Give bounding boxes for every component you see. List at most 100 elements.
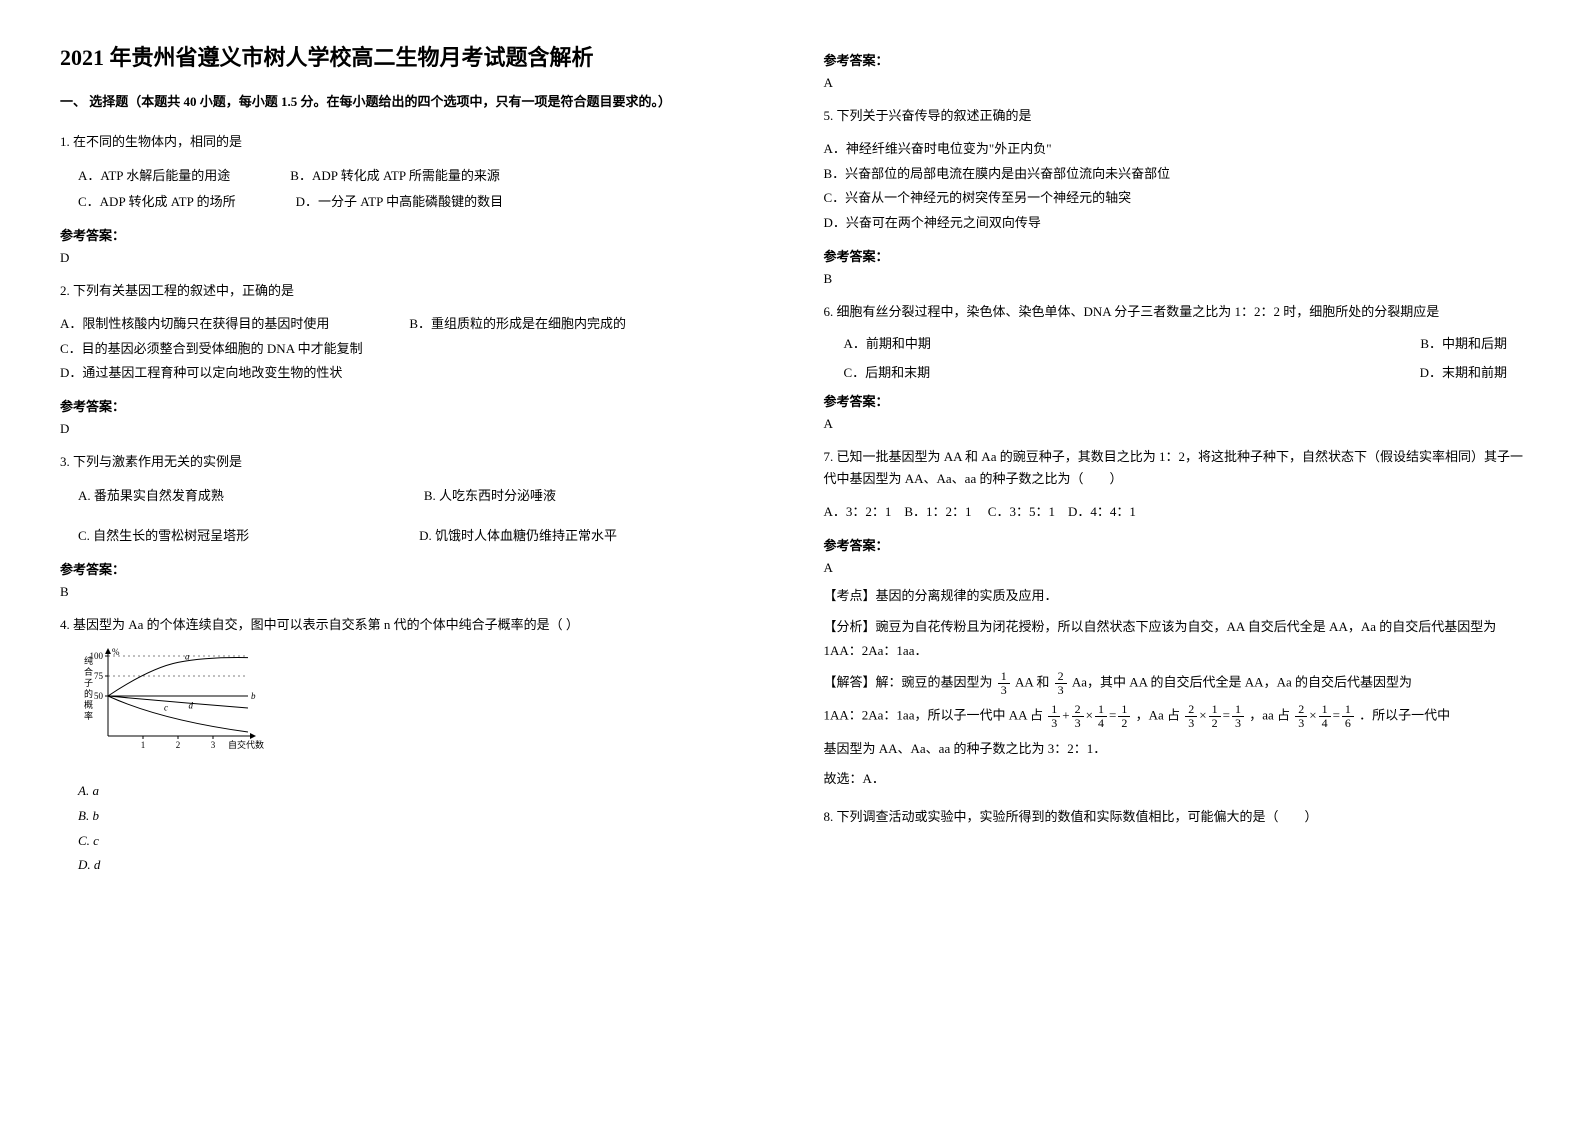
svg-text:d: d: [189, 701, 194, 711]
q3-options: A. 番茄果实自然发育成熟 B. 人吃东西时分泌唾液 C. 自然生长的雪松树冠呈…: [78, 483, 764, 549]
svg-text:子: 子: [84, 678, 93, 688]
q7-jieda-3: 基因型为 AA、Aa、aa 的种子数之比为 3：2：1．: [824, 737, 1528, 762]
q6-opt-b: B．中期和后期: [1420, 333, 1507, 352]
q7-jieda-2: 1AA：2Aa：1aa，所以子一代中 AA 占 13+23×14=12 ，Aa …: [824, 703, 1528, 730]
q1-opt-d: D．一分子 ATP 中高能磷酸键的数目: [296, 189, 504, 215]
q5-opt-d: D．兴奋可在两个神经元之间双向传导: [824, 211, 1528, 236]
frac-1-3b: 13: [1048, 703, 1060, 730]
q6-answer: A: [824, 416, 1528, 432]
q7-jd1-pre: 【解答】解：豌豆的基因型为: [824, 675, 993, 690]
frac-1-4: 14: [1095, 703, 1107, 730]
svg-text:50: 50: [94, 691, 104, 701]
q4-opt-d: D. d: [78, 857, 100, 872]
q6-options-row1: A．前期和中期 B．中期和后期: [844, 333, 1508, 352]
q6-opt-d: D．末期和前期: [1420, 362, 1507, 381]
frac-1-2: 12: [1118, 703, 1130, 730]
q5-opt-a: A．神经纤维兴奋时电位变为"外正内负": [824, 137, 1528, 162]
q6-stem: 6. 细胞有丝分裂过程中，染色体、染色单体、DNA 分子三者数量之比为 1：2：…: [824, 301, 1528, 323]
svg-text:的: 的: [84, 688, 93, 699]
svg-text:合: 合: [84, 666, 93, 677]
q1-opt-a: A．ATP 水解后能量的用途: [78, 163, 230, 189]
q7-fenxi: 【分析】豌豆为自花传粉且为闭花授粉，所以自然状态下应该为自交，AA 自交后代全是…: [824, 615, 1528, 664]
q7-kaodian: 【考点】基因的分离规律的实质及应用．: [824, 584, 1528, 609]
q7-jd2-mid1: ，Aa 占: [1136, 708, 1180, 723]
q4-answer: A: [824, 75, 1528, 91]
q6-opt-c: C．后期和末期: [844, 362, 931, 381]
q3-answer: B: [60, 584, 764, 600]
q7-jd2-mid2: ，aa 占: [1249, 708, 1290, 723]
svg-text:1: 1: [141, 740, 146, 750]
q1-stem: 1. 在不同的生物体内，相同的是: [60, 131, 764, 153]
doc-title: 2021 年贵州省遵义市树人学校高二生物月考试题含解析: [60, 40, 764, 72]
q4-stem: 4. 基因型为 Aa 的个体连续自交，图中可以表示自交系第 n 代的个体中纯合子…: [60, 614, 764, 636]
answer-label: 参考答案：: [824, 50, 1528, 69]
left-column: 2021 年贵州省遵义市树人学校高二生物月考试题含解析 一、 选择题（本题共 4…: [60, 40, 764, 878]
right-column: 参考答案： A 5. 下列关于兴奋传导的叙述正确的是 A．神经纤维兴奋时电位变为…: [824, 40, 1528, 878]
q7-jd2-pre: 1AA：2Aa：1aa，所以子一代中 AA 占: [824, 708, 1044, 723]
q4-opt-a: A. a: [78, 783, 99, 798]
frac-1-3: 13: [998, 670, 1010, 697]
answer-label: 参考答案：: [824, 246, 1528, 265]
q4-opt-b: B. b: [78, 808, 99, 823]
q3-opt-a: A. 番茄果实自然发育成熟: [78, 483, 224, 509]
svg-text:a: a: [185, 652, 190, 662]
q4-opt-c: C. c: [78, 833, 99, 848]
frac-1-6: 16: [1342, 703, 1354, 730]
svg-text:率: 率: [84, 710, 93, 721]
q7-jd1-mid1: AA 和: [1015, 675, 1049, 690]
q7-jd2-post: ．所以子一代中: [1359, 708, 1450, 723]
q5-opt-c: C．兴奋从一个神经元的树突传至另一个神经元的轴突: [824, 186, 1528, 211]
q3-stem: 3. 下列与激素作用无关的实例是: [60, 451, 764, 473]
q2-answer: D: [60, 421, 764, 437]
q2-opt-c: C．目的基因必须整合到受体细胞的 DNA 中才能复制: [60, 337, 764, 362]
q1-options: A．ATP 水解后能量的用途 B．ADP 转化成 ATP 所需能量的来源 C．A…: [78, 163, 764, 215]
svg-text:b: b: [251, 691, 256, 701]
frac-2-3c: 23: [1185, 703, 1197, 730]
q5-options: A．神经纤维兴奋时电位变为"外正内负" B．兴奋部位的局部电流在膜内是由兴奋部位…: [824, 137, 1528, 236]
svg-text:75: 75: [94, 671, 104, 681]
q2-opt-b: B．重组质粒的形成是在细胞内完成的: [409, 312, 626, 337]
q4-options: A. a B. b C. c D. d: [78, 779, 764, 878]
svg-text:c: c: [164, 703, 168, 713]
svg-text:2: 2: [176, 740, 181, 750]
frac-1-2b: 12: [1209, 703, 1221, 730]
svg-text:自交代数: 自交代数: [228, 739, 264, 750]
q4-chart-svg: 5075100123纯合子的概率%自交代数abcd: [78, 646, 288, 766]
svg-text:%: %: [112, 647, 120, 657]
q5-opt-b: B．兴奋部位的局部电流在膜内是由兴奋部位流向未兴奋部位: [824, 162, 1528, 187]
frac-2-3d: 23: [1295, 703, 1307, 730]
answer-label: 参考答案：: [824, 391, 1528, 410]
q2-stem: 2. 下列有关基因工程的叙述中，正确的是: [60, 280, 764, 302]
svg-text:3: 3: [211, 740, 216, 750]
q3-opt-b: B. 人吃东西时分泌唾液: [424, 483, 556, 509]
q8-stem: 8. 下列调查活动或实验中，实验所得到的数值和实际数值相比，可能偏大的是（ ）: [824, 806, 1528, 828]
q7-jd1-mid2: Aa，其中 AA 的自交后代全是 AA，Aa 的自交后代基因型为: [1072, 675, 1412, 690]
q1-opt-c: C．ADP 转化成 ATP 的场所: [78, 189, 236, 215]
frac-2-3: 23: [1055, 670, 1067, 697]
svg-text:概: 概: [84, 699, 93, 710]
q2-opt-a: A．限制性核酸内切酶只在获得目的基因时使用: [60, 312, 329, 337]
q3-opt-c: C. 自然生长的雪松树冠呈塔形: [78, 523, 249, 549]
q5-stem: 5. 下列关于兴奋传导的叙述正确的是: [824, 105, 1528, 127]
q7-options: A．3：2：1 B．1：2：1 C．3：5：1 D．4：4：1: [824, 500, 1528, 525]
answer-label: 参考答案：: [60, 559, 764, 578]
section-1-heading: 一、 选择题（本题共 40 小题，每小题 1.5 分。在每小题给出的四个选项中，…: [60, 92, 764, 113]
q3-opt-d: D. 饥饿时人体血糖仍维持正常水平: [419, 523, 617, 549]
q1-answer: D: [60, 250, 764, 266]
svg-text:纯: 纯: [84, 655, 93, 666]
q2-opt-d: D．通过基因工程育种可以定向地改变生物的性状: [60, 361, 764, 386]
q7-jieda-1: 【解答】解：豌豆的基因型为 13 AA 和 23 Aa，其中 AA 的自交后代全…: [824, 670, 1528, 697]
answer-label: 参考答案：: [60, 225, 764, 244]
q4-chart: 5075100123纯合子的概率%自交代数abcd: [78, 646, 764, 771]
frac-1-4b: 14: [1319, 703, 1331, 730]
q5-answer: B: [824, 271, 1528, 287]
q7-stem: 7. 已知一批基因型为 AA 和 Aa 的豌豆种子，其数目之比为 1：2，将这批…: [824, 446, 1528, 490]
q7-answer: A: [824, 560, 1528, 576]
q7-guxuan: 故选：A．: [824, 767, 1528, 792]
q6-options-row2: C．后期和末期 D．末期和前期: [844, 362, 1508, 381]
answer-label: 参考答案：: [60, 396, 764, 415]
frac-1-3c: 13: [1232, 703, 1244, 730]
q2-options: A．限制性核酸内切酶只在获得目的基因时使用 B．重组质粒的形成是在细胞内完成的 …: [60, 312, 764, 386]
q1-opt-b: B．ADP 转化成 ATP 所需能量的来源: [290, 163, 500, 189]
q6-opt-a: A．前期和中期: [844, 333, 931, 352]
